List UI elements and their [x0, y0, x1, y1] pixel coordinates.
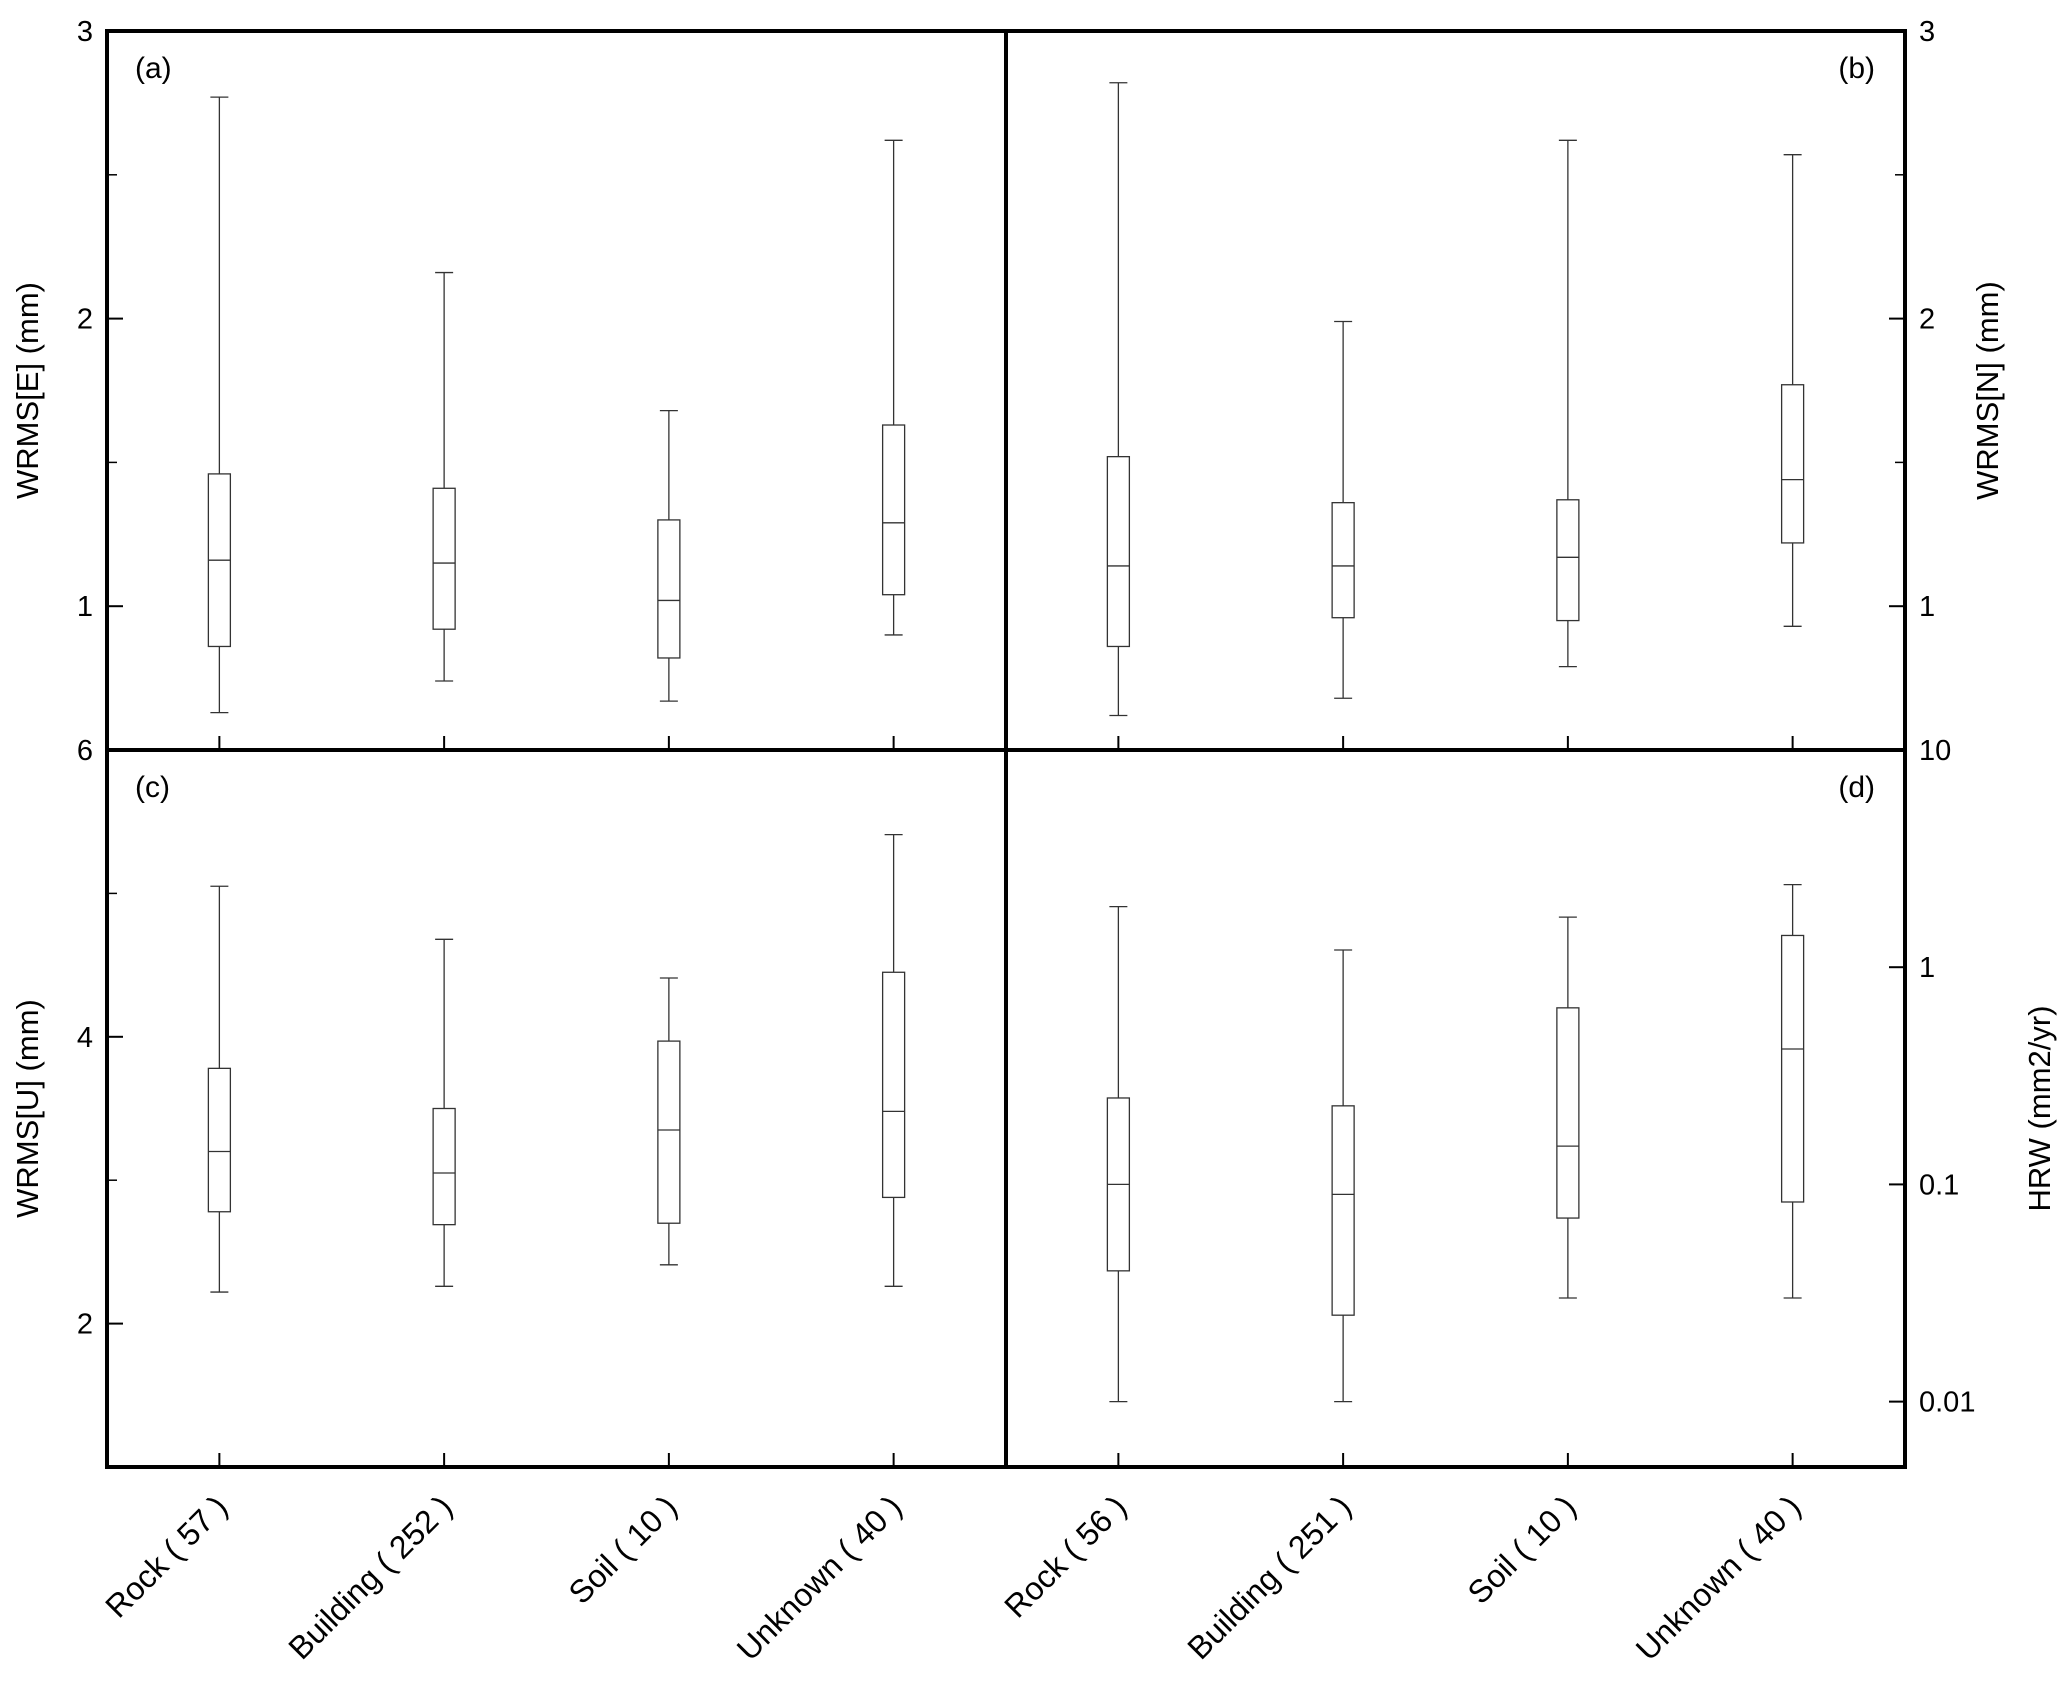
- box-a-1: [207, 96, 232, 714]
- box-d-1: [1106, 906, 1131, 1403]
- box-a-2: [432, 271, 456, 682]
- iqr-box: [881, 424, 906, 596]
- box-c-1: [207, 885, 232, 1293]
- panel-c: 2 4 6 WRMS[U] (mm) (c) Rock ( 57 ) Building ( …: [10, 735, 909, 1667]
- iqr-box: [657, 519, 681, 659]
- category-label-d-1: Rock ( 56 ): [997, 1488, 1133, 1624]
- box-b-2: [1331, 320, 1355, 699]
- y-tick-label-b: 1: [1919, 591, 1935, 623]
- panel-tag-d: (d): [1838, 771, 1875, 804]
- category-label-d-2: Building ( 251 ): [1180, 1488, 1358, 1666]
- panel-a: 1 2 3 WRMS[E] (mm) (a): [10, 16, 906, 750]
- box-c-2: [432, 938, 456, 1287]
- panel-b: 1 2 3 WRMS[N] (mm) (b): [1106, 16, 2005, 750]
- panel-tag-b: (b): [1838, 52, 1875, 85]
- iqr-box: [1331, 502, 1355, 619]
- y-tick-label-a: 1: [77, 591, 93, 623]
- y-tick-label-d: 10: [1919, 735, 1951, 767]
- box-b-3: [1556, 139, 1580, 668]
- iqr-box: [881, 971, 906, 1199]
- y-axis-title-c: WRMS[U] (mm): [10, 999, 45, 1218]
- box-d-2: [1331, 949, 1355, 1403]
- iqr-box: [1780, 384, 1805, 544]
- box-c-4: [881, 833, 906, 1287]
- iqr-box: [432, 487, 456, 630]
- y-axis-title-a: WRMS[E] (mm): [10, 282, 45, 499]
- category-label-c-1: Rock ( 57 ): [98, 1488, 234, 1624]
- panel-tag-a: (a): [135, 52, 172, 85]
- panel-tag-c: (c): [135, 771, 170, 804]
- y-tick-label-d: 1: [1919, 952, 1935, 984]
- iqr-box: [1556, 1007, 1580, 1219]
- category-label-c-2: Building ( 252 ): [281, 1488, 459, 1666]
- box-c-3: [657, 977, 681, 1266]
- y-tick-label-c: 4: [77, 1022, 93, 1054]
- y-tick-label-d: 0.01: [1919, 1387, 1975, 1419]
- iqr-box: [1331, 1105, 1355, 1316]
- box-b-4: [1780, 154, 1805, 627]
- iqr-box: [432, 1107, 456, 1226]
- panel-d: 0.01 0.1 1 10 HRW (mm2/yr) (d) Rock ( 56 ) Buil…: [997, 735, 2057, 1667]
- box-a-4: [881, 139, 906, 636]
- y-tick-label-d: 0.1: [1919, 1169, 1959, 1201]
- box-a-3: [657, 409, 681, 702]
- iqr-box: [1556, 499, 1580, 622]
- y-tick-label-a: 2: [77, 304, 93, 336]
- y-tick-label-a: 3: [77, 16, 93, 48]
- category-label-d-4: Unknown ( 40 ): [1629, 1488, 1808, 1667]
- box-d-3: [1556, 916, 1580, 1299]
- y-tick-label-c: 6: [77, 735, 93, 767]
- y-tick-label-c: 2: [77, 1309, 93, 1341]
- category-label-d-3: Soil ( 10 ): [1461, 1488, 1583, 1610]
- category-label-c-4: Unknown ( 40 ): [730, 1488, 909, 1667]
- y-axis-title-d: HRW (mm2/yr): [2022, 1005, 2057, 1211]
- y-tick-label-b: 2: [1919, 304, 1935, 336]
- iqr-box: [657, 1040, 681, 1224]
- iqr-box: [1106, 455, 1131, 648]
- y-axis-title-b: WRMS[N] (mm): [1970, 281, 2005, 500]
- category-label-c-3: Soil ( 10 ): [562, 1488, 684, 1610]
- iqr-box: [207, 1067, 232, 1213]
- iqr-box: [1780, 934, 1805, 1203]
- y-tick-label-b: 3: [1919, 16, 1935, 48]
- box-b-1: [1106, 82, 1131, 717]
- box-d-4: [1780, 883, 1805, 1299]
